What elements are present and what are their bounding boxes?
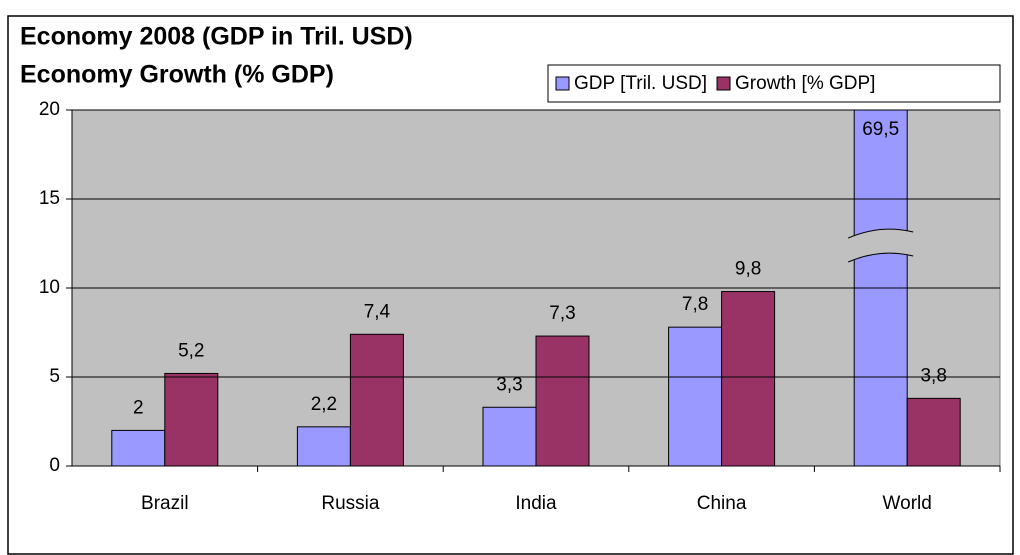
axis-break-line xyxy=(848,228,914,239)
data-label: 3,3 xyxy=(496,374,522,395)
data-label: 7,4 xyxy=(364,301,391,322)
x-tick-label: Russia xyxy=(321,493,380,514)
chart-subtitle: Economy Growth (% GDP) xyxy=(20,61,334,89)
bar xyxy=(296,426,351,466)
data-label: 3,8 xyxy=(920,365,946,386)
data-label: 69,5 xyxy=(862,119,899,140)
y-tick-label: 10 xyxy=(39,277,60,298)
legend-swatch xyxy=(716,76,731,91)
axis-break xyxy=(848,229,914,262)
bars xyxy=(111,110,961,466)
bar xyxy=(668,326,723,466)
y-tick-label: 5 xyxy=(49,366,60,387)
data-label: 2,2 xyxy=(311,394,337,415)
x-tick-label: World xyxy=(883,493,932,514)
axis-break-line xyxy=(848,252,914,263)
data-label: 5,2 xyxy=(178,340,204,361)
data-label: 7,3 xyxy=(549,303,575,324)
x-tick-label: India xyxy=(515,493,557,514)
x-tick-label: Brazil xyxy=(141,493,189,514)
bar xyxy=(906,397,961,466)
y-tick-label: 0 xyxy=(49,455,60,476)
y-tick-label: 20 xyxy=(39,99,60,120)
data-label: 9,8 xyxy=(735,259,761,280)
chart-title: Economy 2008 (GDP in Tril. USD) xyxy=(20,23,413,51)
legend-box xyxy=(547,64,1001,103)
bar xyxy=(721,291,776,466)
legend-label: GDP [Tril. USD] xyxy=(574,73,707,94)
data-label: 2 xyxy=(133,397,144,418)
y-tick-label: 15 xyxy=(39,188,60,209)
bar xyxy=(111,429,166,466)
bar xyxy=(482,406,537,466)
data-label: 7,8 xyxy=(682,294,708,315)
legend-label: Growth [% GDP] xyxy=(735,73,875,94)
legend-swatch xyxy=(555,76,570,91)
bar xyxy=(349,333,404,466)
bar xyxy=(164,372,219,466)
bar xyxy=(535,335,590,466)
x-tick-label: China xyxy=(697,493,747,514)
